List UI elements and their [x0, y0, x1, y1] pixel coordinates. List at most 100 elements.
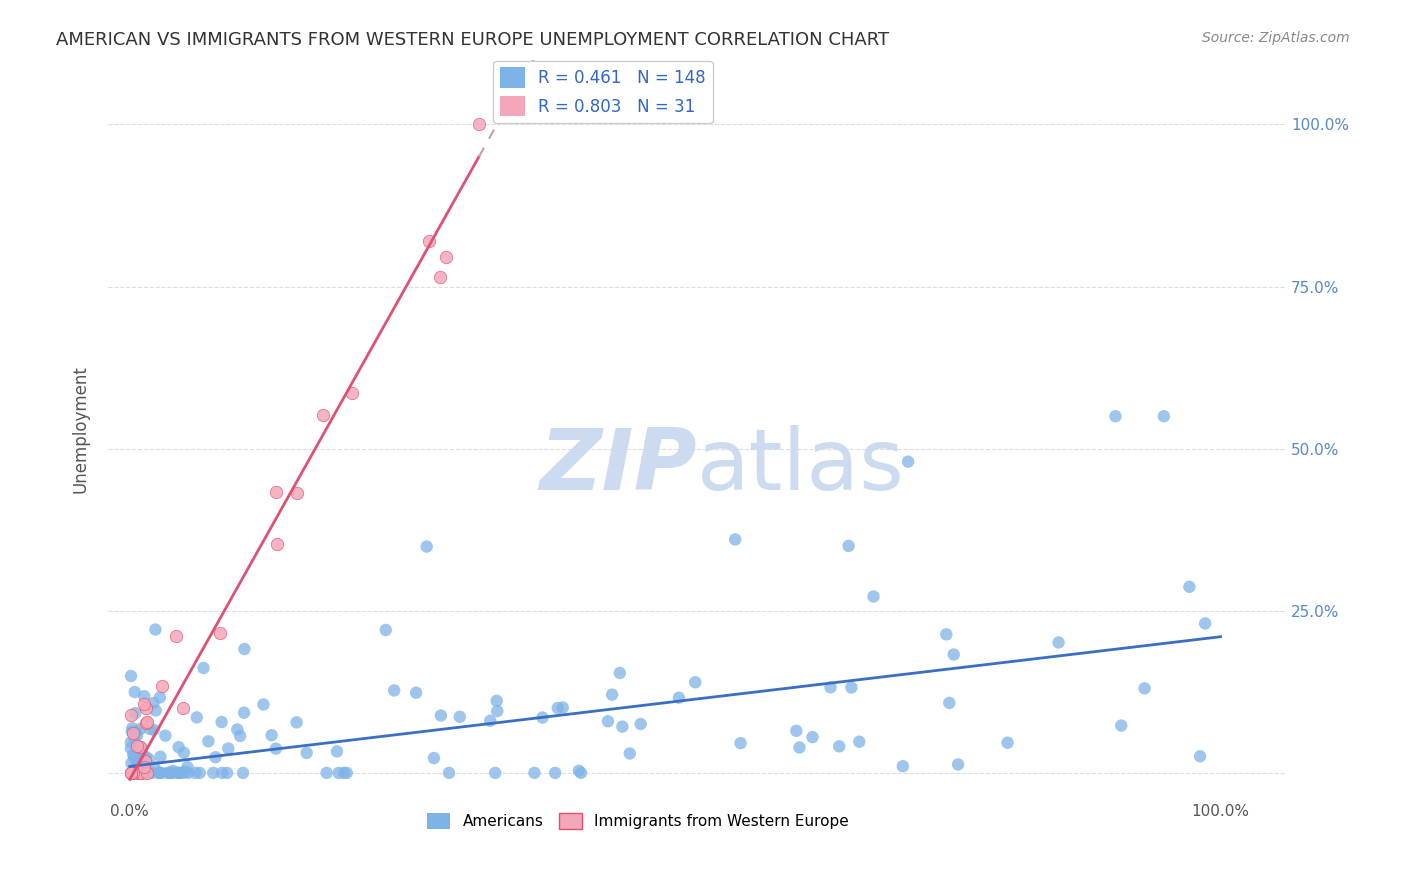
Americans: [120, 756, 142, 771]
Americans: [121, 721, 143, 735]
Immigrants from Western Europe: [135, 701, 157, 715]
Americans: [1194, 616, 1216, 631]
Americans: [120, 741, 142, 756]
Americans: [125, 765, 148, 780]
Americans: [285, 715, 308, 730]
Americans: [149, 690, 172, 705]
Americans: [172, 765, 194, 780]
Americans: [326, 744, 349, 758]
Americans: [551, 700, 574, 714]
Americans: [149, 749, 172, 764]
Americans: [156, 765, 179, 780]
Americans: [167, 765, 190, 780]
Americans: [862, 590, 884, 604]
Text: ZIP: ZIP: [540, 425, 697, 508]
Americans: [233, 642, 256, 657]
Immigrants from Western Europe: [209, 626, 232, 640]
Americans: [801, 730, 824, 744]
Americans: [142, 723, 165, 737]
Americans: [138, 722, 160, 736]
Americans: [188, 765, 211, 780]
Americans: [569, 765, 592, 780]
Immigrants from Western Europe: [429, 270, 451, 285]
Immigrants from Western Europe: [150, 679, 173, 693]
Americans: [838, 539, 860, 553]
Americans: [328, 765, 350, 780]
Americans: [333, 765, 356, 780]
Americans: [135, 750, 157, 764]
Americans: [1109, 718, 1132, 732]
Americans: [217, 765, 239, 780]
Americans: [136, 765, 159, 780]
Americans: [169, 765, 191, 780]
Americans: [129, 722, 152, 736]
Immigrants from Western Europe: [312, 408, 335, 422]
Americans: [233, 706, 256, 720]
Americans: [724, 533, 747, 547]
Americans: [184, 765, 207, 780]
Americans: [619, 747, 641, 761]
Immigrants from Western Europe: [468, 118, 491, 132]
Americans: [547, 701, 569, 715]
Immigrants from Western Europe: [418, 235, 440, 249]
Americans: [600, 688, 623, 702]
Immigrants from Western Europe: [134, 754, 156, 768]
Americans: [211, 765, 233, 780]
Americans: [484, 765, 506, 780]
Americans: [211, 714, 233, 729]
Americans: [125, 765, 148, 780]
Americans: [789, 740, 811, 755]
Americans: [226, 723, 249, 737]
Immigrants from Western Europe: [120, 765, 142, 780]
Americans: [122, 750, 145, 764]
Americans: [122, 765, 145, 780]
Americans: [1189, 749, 1212, 764]
Americans: [848, 735, 870, 749]
Americans: [134, 754, 156, 768]
Americans: [841, 681, 863, 695]
Americans: [131, 747, 153, 761]
Americans: [125, 724, 148, 739]
Immigrants from Western Europe: [129, 765, 152, 780]
Americans: [124, 726, 146, 740]
Americans: [167, 740, 190, 755]
Immigrants from Western Europe: [136, 715, 159, 730]
Americans: [162, 764, 184, 778]
Americans: [176, 760, 198, 774]
Americans: [891, 759, 914, 773]
Americans: [1178, 580, 1201, 594]
Americans: [828, 739, 851, 754]
Americans: [612, 720, 634, 734]
Immigrants from Western Europe: [135, 765, 157, 780]
Americans: [124, 706, 146, 720]
Immigrants from Western Europe: [121, 765, 143, 780]
Americans: [134, 765, 156, 780]
Americans: [129, 765, 152, 780]
Americans: [229, 729, 252, 743]
Immigrants from Western Europe: [287, 486, 309, 500]
Americans: [167, 765, 190, 780]
Americans: [232, 765, 254, 780]
Americans: [479, 714, 502, 728]
Americans: [730, 736, 752, 750]
Text: AMERICAN VS IMMIGRANTS FROM WESTERN EUROPE UNEMPLOYMENT CORRELATION CHART: AMERICAN VS IMMIGRANTS FROM WESTERN EURO…: [56, 31, 890, 49]
Americans: [668, 690, 690, 705]
Americans: [121, 765, 143, 780]
Americans: [131, 752, 153, 766]
Americans: [785, 723, 807, 738]
Americans: [173, 746, 195, 760]
Americans: [423, 751, 446, 765]
Americans: [946, 757, 969, 772]
Americans: [315, 765, 337, 780]
Americans: [523, 765, 546, 780]
Americans: [596, 714, 619, 729]
Americans: [609, 665, 631, 680]
Americans: [336, 765, 359, 780]
Text: atlas: atlas: [697, 425, 905, 508]
Americans: [186, 710, 208, 724]
Legend: Americans, Immigrants from Western Europe: Americans, Immigrants from Western Europ…: [422, 807, 855, 836]
Immigrants from Western Europe: [132, 759, 155, 773]
Americans: [485, 694, 508, 708]
Americans: [486, 704, 509, 718]
Americans: [197, 734, 219, 748]
